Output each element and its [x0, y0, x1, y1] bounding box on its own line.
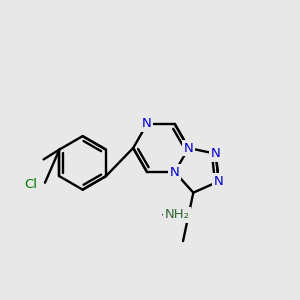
Text: NH₂: NH₂: [165, 208, 190, 221]
Text: N: N: [211, 147, 220, 160]
Text: N: N: [170, 166, 180, 178]
Text: Cl: Cl: [25, 178, 38, 191]
Text: N: N: [142, 118, 152, 130]
Text: N: N: [214, 175, 224, 188]
Text: N: N: [184, 142, 194, 154]
